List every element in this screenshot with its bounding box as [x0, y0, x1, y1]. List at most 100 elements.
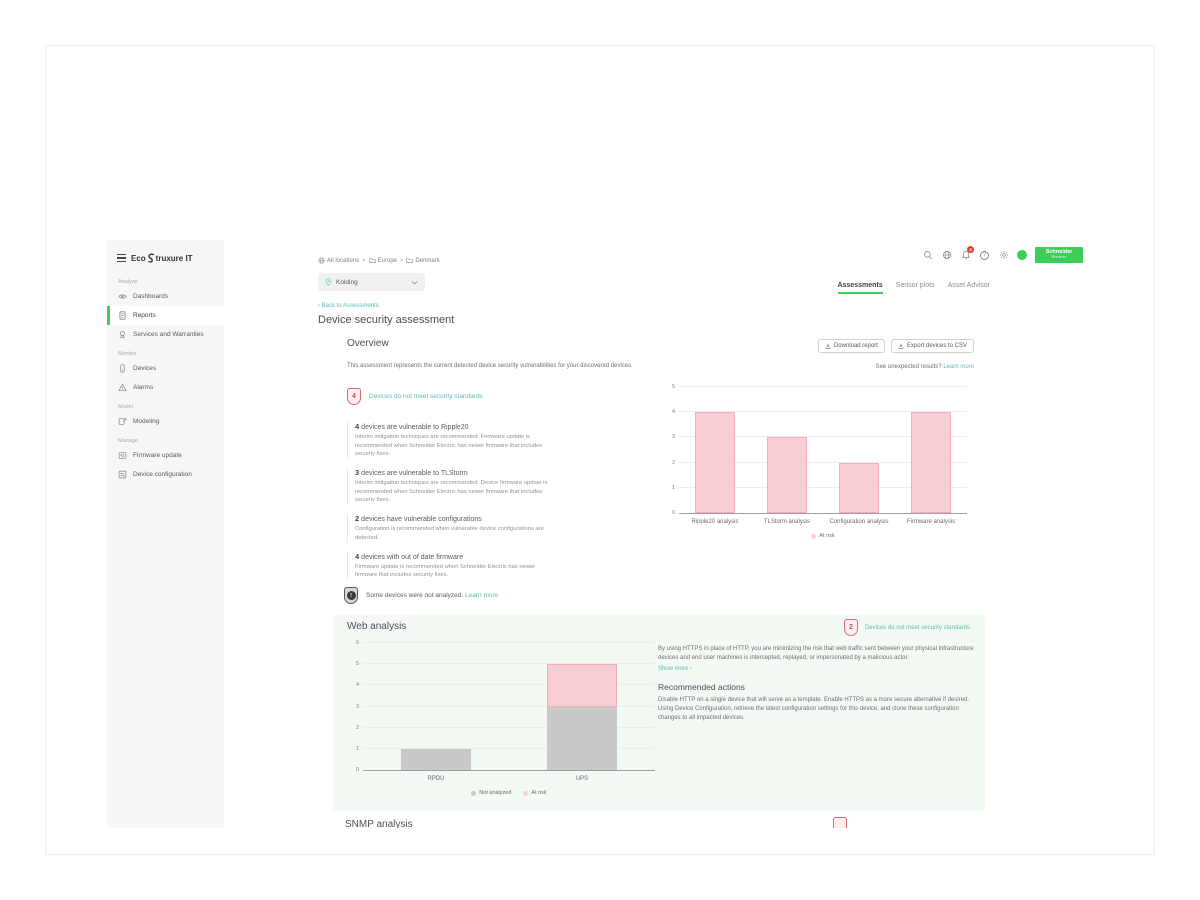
breadcrumb-all-locations[interactable]: All locations [318, 257, 359, 264]
app-logo: Eco truxure IT [131, 253, 193, 263]
finding-description: Firmware update is recommended when Schn… [355, 563, 536, 579]
overview-chart: 0 1 2 3 4 5 Ripple20 analysis TLStorm analysis… [663, 384, 967, 539]
finding-title: 4 devices with out of date firmware [355, 552, 552, 561]
user-avatar[interactable] [1017, 250, 1027, 260]
finding-ripple20: 4 devices are vulnerable to Ripple20 Inte… [347, 422, 552, 460]
finding-description: Interim mitigation techniques are recomm… [355, 434, 543, 458]
web-chart-plot: 0 1 2 3 4 5 6 [356, 640, 655, 773]
gridline [679, 461, 967, 463]
y-axis-tick: 4 [355, 682, 359, 689]
sidebar-section-model: Model [118, 404, 133, 410]
breadcrumb-separator: > [399, 257, 404, 264]
finding-title-text: devices with out of date firmware [361, 553, 464, 561]
gridline [363, 642, 655, 643]
menu-icon[interactable] [117, 253, 126, 263]
folder-icon [368, 258, 376, 263]
finding-title-text: devices have vulnerable configurations [361, 516, 482, 524]
back-chevron-icon: ‹ [318, 303, 320, 309]
gridline [679, 386, 967, 387]
sidebar-item-services-warranties[interactable]: Services and Warranties [107, 325, 224, 344]
tab-assessments[interactable]: Assessments [837, 282, 883, 294]
sidebar-item-devices[interactable]: Devices [107, 359, 224, 378]
globe-icon [318, 257, 325, 264]
back-to-assessments-link[interactable]: ‹ Back to Assessments [318, 303, 379, 309]
sidebar-item-modeling[interactable]: Modeling [107, 412, 224, 431]
risk-shield-icon [833, 817, 847, 828]
learn-more-link[interactable]: Learn more [943, 364, 974, 370]
page-title: Device security assessment [318, 314, 455, 326]
web-analysis-chart: 0 1 2 3 4 5 6 RPDU UPS Not analyzed At risk [347, 640, 655, 796]
y-axis-tick: 5 [355, 661, 359, 668]
breadcrumb-label: All locations [327, 257, 360, 264]
web-chart-legend: Not analyzed At risk [363, 790, 655, 796]
findings-list: 4 devices are vulnerable to Ripple20 Inte… [347, 422, 552, 589]
sidebar-item-label: Services and Warranties [133, 331, 204, 338]
sidebar-item-alarms[interactable]: Alarms [107, 378, 224, 397]
overview-description: This assessment represents the current d… [347, 363, 633, 369]
web-risk-badge-row: 2 Devices do not meet security standards [843, 619, 970, 636]
risk-badge-link[interactable]: Devices do not meet security standards [369, 393, 483, 400]
tab-sensor-plots[interactable]: Sensor plots [895, 282, 935, 289]
finding-count: 2 [355, 514, 360, 524]
not-analyzed-text: Some devices were not analyzed. Learn mo… [366, 592, 498, 599]
overview-chart-legend: At risk [679, 533, 967, 539]
not-analyzed-shield-icon: ! [344, 587, 358, 604]
sidebar-item-firmware-update[interactable]: Firmware update [107, 446, 224, 465]
globe-language-icon[interactable] [941, 250, 952, 261]
legend-label: At risk [531, 790, 547, 796]
bar-segment [547, 664, 617, 707]
gridline [679, 486, 967, 488]
gridline [363, 747, 655, 749]
settings-gear-icon[interactable] [998, 250, 1009, 261]
breadcrumb-denmark[interactable]: Denmark [406, 257, 440, 264]
chevron-right-icon: › [690, 665, 693, 672]
risk-shield-icon: 2 [843, 619, 858, 636]
sidebar-item-label: Dashboards [133, 293, 169, 300]
notifications-bell-icon[interactable]: 4 [960, 245, 974, 261]
y-axis-tick: 0 [355, 767, 359, 773]
breadcrumb-europe[interactable]: Europe [368, 257, 397, 264]
breadcrumb-label: Denmark [415, 257, 440, 264]
snmp-risk-badge-row [833, 817, 847, 828]
sidebar-item-dashboards[interactable]: Dashboards [107, 287, 224, 306]
overview-heading: Overview [347, 338, 389, 349]
brand-suffix: truxure IT [155, 253, 193, 263]
x-axis-category-label: Ripple20 analysis [691, 519, 739, 525]
show-more-label: Show more [658, 665, 689, 672]
sidebar-item-label: Alarms [133, 384, 154, 391]
finding-title-text: devices are vulnerable to TLStorm [361, 470, 468, 478]
bar-segment [695, 412, 735, 513]
legend-dot-icon [523, 790, 529, 796]
help-icon[interactable]: ? [979, 250, 990, 261]
bar-segment [401, 748, 471, 770]
x-axis-category-label: TLStorm analysis [763, 519, 811, 525]
finding-description: Interim mitigation techniques are recomm… [355, 480, 548, 504]
finding-title: 3 devices are vulnerable to TLStorm [355, 468, 552, 477]
learn-more-link[interactable]: Learn more [465, 592, 499, 599]
help-glyph: ? [980, 250, 989, 260]
finding-count: 3 [355, 468, 360, 478]
legend-label: Not analyzed [479, 790, 512, 796]
web-analysis-heading: Web analysis [347, 621, 407, 632]
sidebar-item-reports[interactable]: Reports [107, 306, 224, 325]
back-link-label: Back to Assessments [321, 303, 379, 309]
topbar-actions: 4 ? Schneider Electric [922, 245, 1083, 263]
show-more-link[interactable]: Show more › [658, 666, 978, 672]
export-csv-button[interactable]: Export devices to CSV [890, 339, 974, 353]
bar-segment [911, 412, 951, 513]
sidebar-item-label: Devices [133, 365, 157, 372]
location-selector[interactable]: Kolding [318, 273, 425, 291]
gridline [363, 726, 655, 728]
bar-segment [839, 462, 879, 513]
tab-asset-advisor[interactable]: Asset Advisor [947, 282, 990, 289]
sidebar-item-device-configuration[interactable]: Device configuration [107, 465, 224, 484]
search-icon[interactable] [922, 250, 933, 261]
overview-chart-categories: Ripple20 analysis TLStorm analysis Configu… [679, 514, 967, 525]
risk-badge-link[interactable]: Devices do not meet security standards [864, 624, 970, 631]
download-report-button[interactable]: Download report [817, 339, 885, 353]
finding-count: 4 [355, 422, 360, 431]
finding-title: 4 devices are vulnerable to Ripple20 [355, 422, 552, 431]
services-icon [120, 330, 125, 339]
export-csv-label: Export devices to CSV [906, 343, 967, 349]
image-frame [45, 45, 1155, 855]
